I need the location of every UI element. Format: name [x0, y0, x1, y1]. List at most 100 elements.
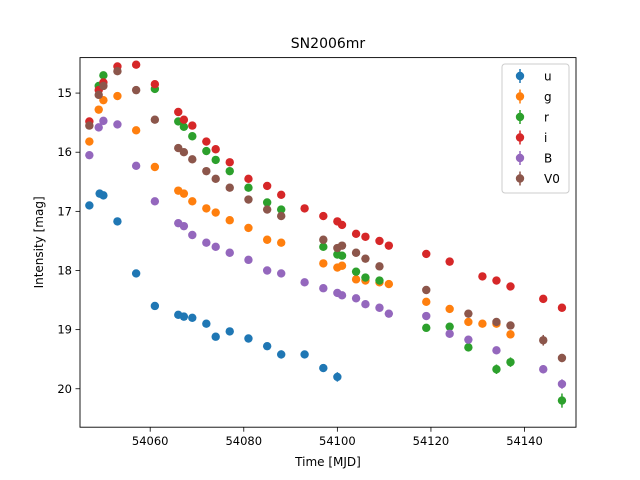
- legend-marker: [515, 174, 525, 183]
- data-point: [384, 241, 394, 250]
- data-point: [131, 60, 141, 69]
- x-tick-label: 54060: [132, 434, 169, 448]
- series-B: [85, 116, 567, 389]
- data-point: [225, 183, 234, 192]
- data-point: [506, 357, 515, 367]
- data-point: [557, 353, 567, 363]
- data-point: [150, 162, 160, 172]
- data-point: [337, 261, 347, 270]
- data-point: [262, 205, 272, 214]
- data-point: [277, 350, 286, 359]
- data-point: [188, 155, 197, 164]
- data-point: [351, 229, 361, 239]
- data-point: [464, 317, 473, 327]
- y-axis-label: Intensity [mag]: [32, 196, 46, 288]
- data-point: [262, 235, 272, 244]
- data-point: [113, 217, 122, 226]
- data-point: [94, 123, 103, 132]
- y-tick-label: 15: [57, 86, 72, 100]
- plot-area: [85, 60, 567, 408]
- data-point: [113, 91, 122, 101]
- data-point: [131, 126, 141, 135]
- legend-marker: [515, 153, 525, 163]
- x-tick-label: 54120: [413, 434, 450, 448]
- data-point: [277, 190, 286, 199]
- series-u: [85, 189, 342, 382]
- data-point: [244, 223, 253, 233]
- data-point: [492, 346, 501, 355]
- data-point: [188, 230, 197, 240]
- data-point: [179, 148, 189, 157]
- legend-label: g: [544, 90, 552, 104]
- data-point: [492, 317, 501, 327]
- data-point: [361, 254, 370, 263]
- legend-marker: [515, 112, 525, 122]
- data-point: [202, 204, 211, 213]
- data-point: [361, 232, 370, 241]
- data-point: [319, 284, 328, 293]
- data-point: [445, 329, 454, 338]
- data-point: [150, 301, 160, 311]
- data-point: [375, 276, 384, 285]
- data-point: [539, 365, 548, 374]
- data-point: [179, 312, 189, 321]
- data-point: [188, 313, 197, 322]
- data-point: [202, 166, 211, 176]
- data-point: [277, 205, 286, 214]
- data-point: [202, 319, 211, 328]
- data-point: [85, 201, 94, 210]
- data-point: [225, 248, 234, 257]
- legend-marker: [515, 133, 525, 142]
- data-point: [202, 146, 211, 156]
- data-point: [244, 174, 253, 184]
- data-point: [557, 396, 567, 405]
- y-tick-label: 19: [57, 323, 72, 337]
- data-point: [225, 158, 234, 167]
- data-point: [262, 266, 272, 275]
- data-point: [319, 242, 328, 252]
- data-point: [422, 297, 431, 307]
- data-point: [539, 336, 548, 345]
- data-point: [492, 276, 501, 285]
- data-point: [478, 272, 487, 281]
- data-point: [150, 197, 160, 206]
- data-point: [113, 67, 122, 76]
- data-point: [445, 322, 454, 331]
- data-point: [244, 195, 253, 204]
- series-V0: [85, 67, 567, 363]
- data-point: [375, 236, 384, 246]
- data-point: [351, 294, 361, 303]
- legend-label: u: [544, 70, 552, 84]
- data-point: [422, 311, 431, 321]
- legend-marker: [515, 71, 525, 81]
- data-point: [131, 85, 141, 95]
- data-point: [351, 267, 361, 276]
- x-axis: 54060 54080 54100 54120 54140: [132, 427, 543, 448]
- data-point: [211, 155, 220, 165]
- data-point: [211, 332, 220, 341]
- legend-label: i: [544, 131, 547, 145]
- data-point: [150, 80, 160, 89]
- data-point: [211, 242, 220, 252]
- data-point: [244, 255, 253, 265]
- data-point: [375, 262, 384, 271]
- data-point: [277, 211, 286, 221]
- data-point: [375, 303, 384, 312]
- data-point: [337, 291, 347, 300]
- data-point: [179, 221, 189, 231]
- data-point: [188, 197, 197, 206]
- data-point: [262, 341, 272, 351]
- x-tick-label: 54140: [506, 434, 543, 448]
- data-point: [94, 105, 103, 114]
- data-point: [464, 335, 473, 344]
- data-point: [384, 309, 394, 318]
- data-point: [478, 319, 487, 328]
- data-point: [85, 137, 94, 146]
- x-tick-label: 54100: [319, 434, 356, 448]
- data-point: [319, 211, 328, 221]
- data-point: [361, 299, 370, 309]
- data-point: [211, 174, 220, 184]
- data-point: [225, 327, 234, 336]
- data-point: [445, 304, 454, 314]
